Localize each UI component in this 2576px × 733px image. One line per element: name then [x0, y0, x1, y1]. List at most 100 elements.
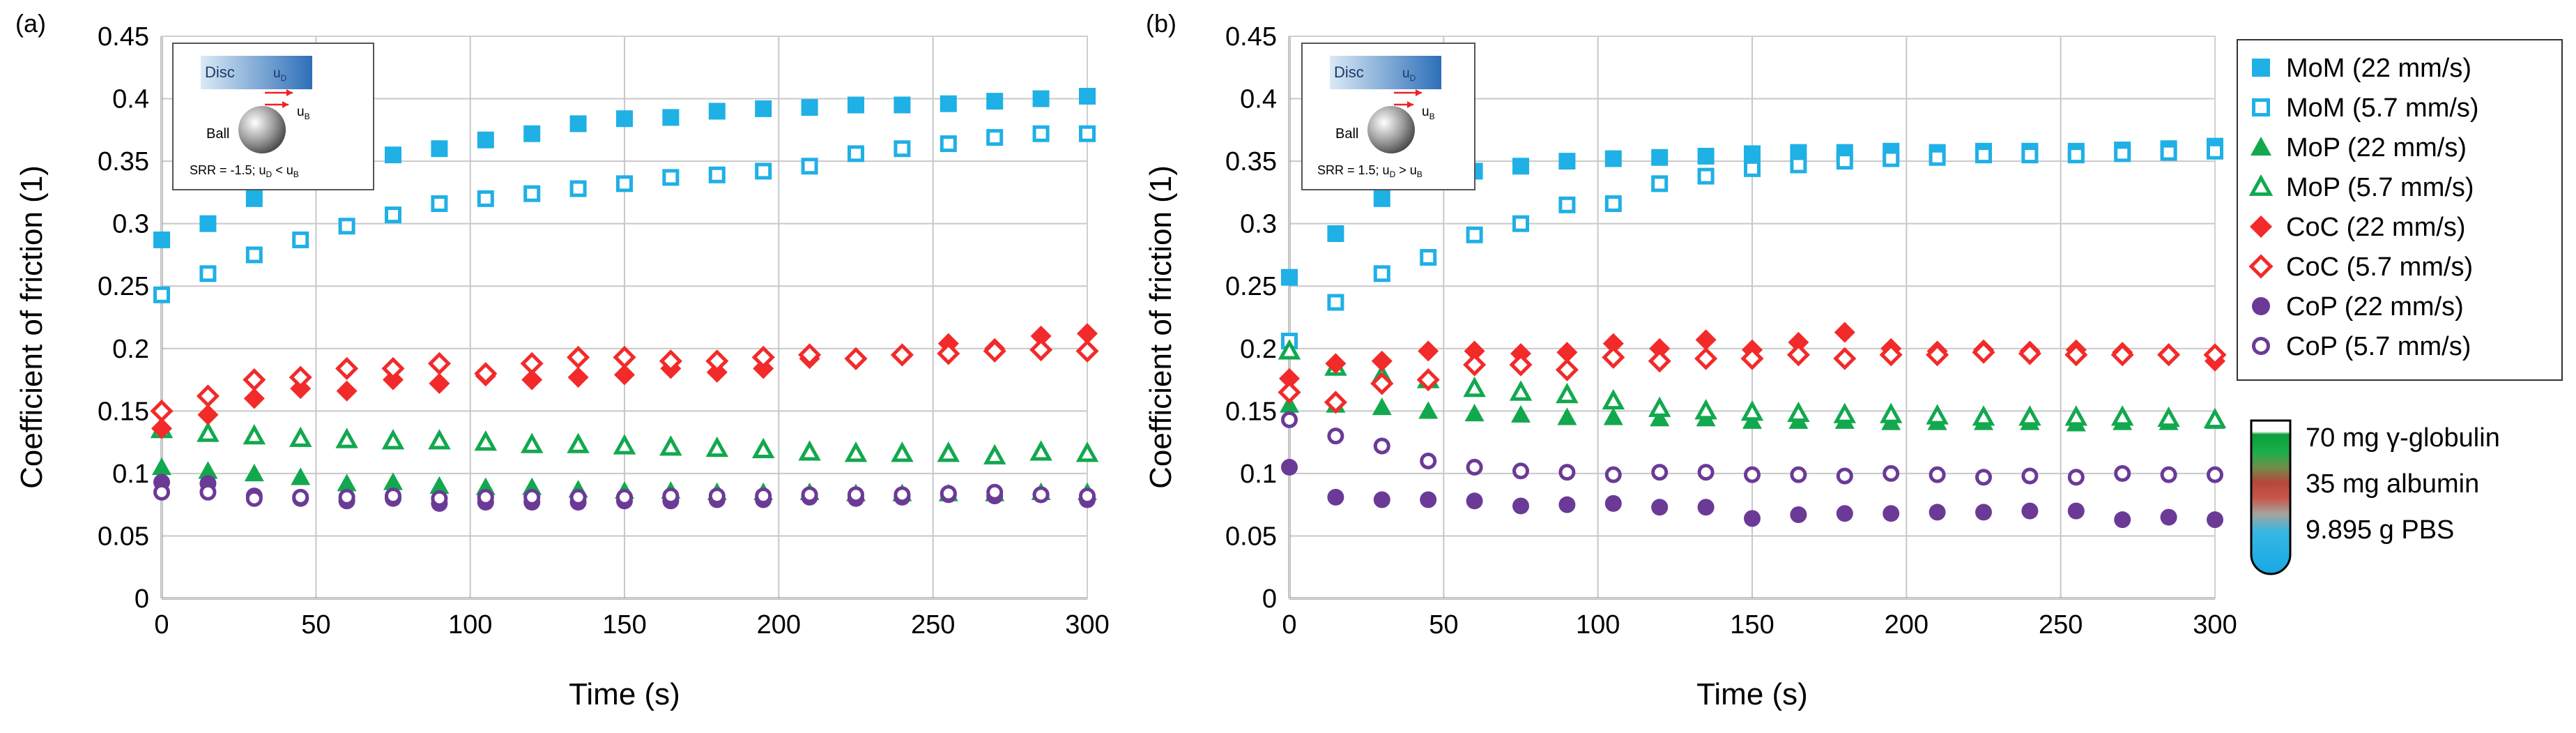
svg-text:SRR = -1.5; uD < uB: SRR = -1.5; uD < uB: [190, 163, 299, 179]
panel-a-series-4-point: [521, 369, 543, 391]
panel-a-series-1-point: [662, 169, 680, 186]
panel-a-series-1-point: [894, 140, 911, 158]
panel-a-series-4-point: [1030, 325, 1052, 347]
panel-a-series-1-point: [431, 195, 448, 213]
panel-a-series-7-point: [1032, 486, 1050, 504]
panel-b-series-5-point: [2203, 343, 2227, 367]
legend-marker-1: [2252, 98, 2270, 116]
panel-b-series-3-point: [1602, 388, 1625, 410]
legend-label-2: MoP (22 mm/s): [2286, 133, 2467, 163]
panel-a-series-1-point: [708, 166, 726, 183]
panel-b-series-3-point: [1648, 396, 1671, 417]
panel-b-series-1-point: [1975, 146, 1992, 164]
panel-a-series-0-point: [1079, 87, 1096, 105]
panel-a-series-5-point: [520, 352, 544, 375]
panel-b-series-5-point: [2110, 343, 2134, 367]
panel-a-y-tick-label: 0.45: [98, 22, 149, 52]
panel-a-inset-srr-sub-d: D: [266, 169, 273, 179]
panel-b-plot-area: [1288, 36, 2216, 600]
panel-a-series-0-point: [616, 110, 633, 128]
panel-b-inset-srr-sub-d: D: [1390, 169, 1396, 179]
panel-b-series-6-point: [1836, 505, 1853, 522]
panel-b-series-6-point: [1929, 504, 1946, 521]
panel-b-inset-ub: u: [1422, 105, 1429, 119]
panel-b-series-0-point: [1373, 190, 1390, 207]
panel-b-inset-disc: [1330, 56, 1441, 89]
panel-a-y-tick-label: 0.4: [112, 85, 149, 114]
panel-b-y-tick-label: 0.1: [1240, 460, 1277, 489]
panel-a-series-4-point: [1077, 323, 1098, 345]
panel-a-series-7-point: [1079, 488, 1096, 505]
panel-a-y-tick-label: 0: [135, 584, 149, 614]
panel-a-series-7-point: [199, 483, 217, 501]
svg-text:uB: uB: [297, 105, 310, 121]
panel-a-series-3-point: [520, 432, 544, 453]
panel-b-series-3-point: [2157, 406, 2180, 428]
panel-b-series-1-point: [1558, 196, 1576, 213]
lubricant-pbs: 9.895 g PBS: [2306, 515, 2454, 545]
panel-a-series-5-point: [844, 347, 868, 370]
panel-a-inset-ball-label: Ball: [206, 126, 229, 142]
panel-b-series-2-point: [1464, 403, 1485, 422]
panel-b-series-7-point: [1373, 437, 1390, 455]
panel-a-series-0-point: [801, 99, 818, 116]
panel-b-series-0-point: [1512, 158, 1529, 175]
panel-b-series-6-point: [1604, 494, 1622, 512]
panel-b-series-6-point: [1651, 499, 1669, 516]
panel-b-series-3-point: [1509, 380, 1533, 401]
panel-b-inset-ud-sub: D: [1410, 73, 1416, 83]
panel-b-series-3-point: [1833, 402, 1857, 423]
panel-a-x-axis-title: Time (s): [569, 677, 680, 711]
panel-a-series-5: [150, 338, 1099, 423]
panel-b-series-7-point: [1975, 469, 1992, 486]
panel-a-series-7-point: [292, 488, 309, 506]
panel-a-series-3-point: [659, 435, 682, 456]
panel-b-series-1-point: [1744, 160, 1761, 177]
panel-a-series-1-point: [292, 231, 309, 248]
panel-a-series-7-point: [801, 486, 818, 504]
panel-a-series-0-point: [523, 125, 541, 142]
panel-b-series-3-point: [1972, 405, 1995, 426]
panel-b-series-4-point: [1371, 350, 1393, 372]
panel-b-series-6-point: [1512, 497, 1529, 515]
panel-b-series-3-point: [1740, 400, 1764, 421]
panel-b-y-tick-labels: 0 0.05 0.1 0.15 0.2 0.25 0.3 0.35 0.4 0.45: [1225, 22, 1277, 614]
panel-b-series-0-point: [1327, 225, 1344, 242]
panel-a-series-1-point: [1079, 125, 1096, 142]
panel-a-series-0-point: [708, 103, 726, 120]
panel-a-inset-srr: SRR = -1.5; u: [190, 163, 266, 177]
panel-b-series-0-point: [1604, 150, 1622, 167]
panel-b-series-5-point: [1740, 347, 1764, 370]
panel-b-series-4-point: [1834, 322, 1855, 343]
panel-b-series-5-point: [2157, 343, 2181, 367]
panel-b-series-2-point: [1650, 409, 1670, 427]
panel-b-series-5-point: [1278, 380, 1301, 405]
panel-a-series-5-point: [427, 352, 451, 375]
tube-contents: [2251, 421, 2290, 574]
panel-b-series-1-point: [1836, 153, 1853, 170]
panel-a-series-1-point: [523, 185, 541, 202]
legend-marker-3: [2248, 174, 2274, 196]
panel-a-series-0-point: [1032, 90, 1050, 107]
panel-a-series-0-point: [755, 100, 772, 117]
legend-entry-2: MoP (22 mm/s): [2251, 133, 2467, 163]
panel-b-series-7-point: [1651, 464, 1669, 481]
panel-a-series-2-point: [337, 474, 357, 492]
panel-b-series-3-point: [1694, 399, 1717, 420]
legend-label-6: CoP (22 mm/s): [2286, 292, 2464, 322]
panel-a-inset-disc-label: Disc: [205, 63, 235, 81]
panel-b-series-3-point: [1463, 376, 1486, 398]
panel-b-series-1-point: [1466, 226, 1483, 243]
legend-marker-6: [2252, 297, 2270, 315]
panel-a-series-5-point: [1029, 338, 1053, 362]
panel-a-inset-ub-sub: B: [305, 112, 310, 121]
panel-b-series-5-point: [1602, 345, 1625, 369]
panel-b-series-5-point: [2018, 342, 2041, 365]
panel-a-series-1-point: [199, 265, 217, 282]
panel-a-series-5-point: [150, 399, 174, 423]
legend-entry-0: MoM (22 mm/s): [2252, 54, 2471, 83]
legend-label-3: MoP (5.7 mm/s): [2286, 173, 2474, 202]
panel-a-series-0-point: [894, 96, 911, 114]
legend-marker-2: [2251, 137, 2271, 156]
